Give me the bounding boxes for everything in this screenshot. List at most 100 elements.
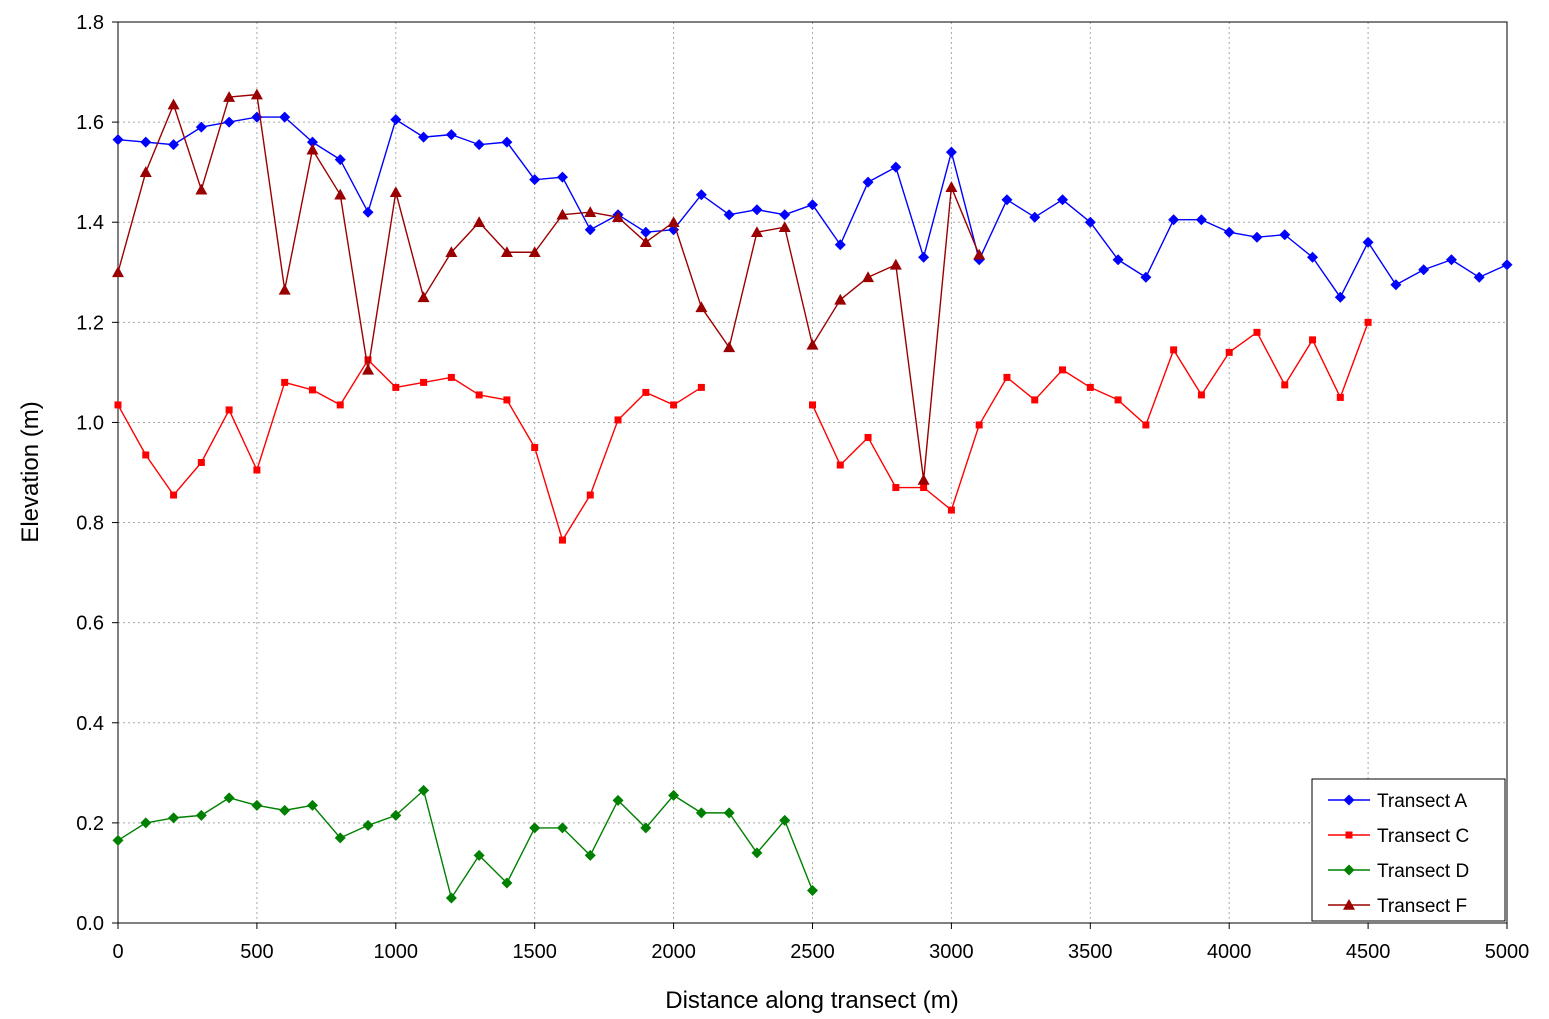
data-point bbox=[892, 484, 900, 492]
data-point bbox=[473, 139, 485, 151]
data-point bbox=[639, 236, 652, 248]
series-1 bbox=[114, 318, 1372, 544]
data-point bbox=[1168, 214, 1180, 226]
data-point bbox=[500, 246, 513, 258]
grid bbox=[118, 22, 1507, 923]
data-point bbox=[195, 121, 207, 133]
data-point bbox=[1253, 328, 1261, 336]
series-3 bbox=[112, 88, 986, 485]
data-point bbox=[862, 271, 875, 283]
data-point bbox=[223, 116, 235, 128]
y-tick-label: 1.6 bbox=[76, 112, 104, 134]
data-point bbox=[195, 183, 208, 195]
series-line bbox=[117, 93, 980, 481]
data-point bbox=[168, 812, 180, 824]
data-point bbox=[197, 458, 205, 466]
data-point bbox=[1029, 211, 1041, 223]
data-point bbox=[1501, 259, 1513, 271]
data-point bbox=[806, 338, 819, 350]
data-point bbox=[362, 819, 374, 831]
data-point bbox=[139, 166, 152, 177]
data-point bbox=[642, 388, 650, 396]
data-point bbox=[778, 221, 791, 233]
data-point bbox=[809, 401, 816, 409]
data-point bbox=[418, 784, 430, 796]
data-point bbox=[140, 136, 152, 148]
data-point bbox=[364, 356, 372, 364]
data-point bbox=[751, 204, 763, 216]
x-tick-label: 0 bbox=[112, 941, 123, 963]
data-point bbox=[1003, 373, 1011, 381]
data-point bbox=[723, 341, 736, 353]
x-tick-label: 5000 bbox=[1485, 941, 1530, 963]
data-point bbox=[612, 794, 624, 806]
legend-marker bbox=[1343, 864, 1355, 876]
data-point bbox=[1084, 216, 1096, 228]
data-point bbox=[556, 208, 569, 220]
legend-box bbox=[1311, 778, 1506, 922]
data-point bbox=[558, 536, 566, 544]
data-point bbox=[1031, 396, 1039, 404]
data-point bbox=[862, 176, 874, 188]
data-point bbox=[834, 239, 846, 251]
data-point bbox=[890, 161, 902, 173]
data-point bbox=[1362, 236, 1374, 248]
x-tick-label: 1500 bbox=[512, 941, 557, 963]
data-point bbox=[975, 421, 983, 429]
data-point bbox=[168, 139, 180, 151]
data-point bbox=[306, 136, 318, 148]
data-point bbox=[334, 154, 346, 166]
x-tick-label: 2000 bbox=[651, 941, 696, 963]
data-point bbox=[918, 251, 930, 263]
data-point bbox=[334, 832, 346, 844]
data-point bbox=[114, 401, 122, 409]
series-line bbox=[117, 789, 814, 899]
x-tick-label: 2500 bbox=[790, 941, 835, 963]
y-axis-title: Elevation (m) bbox=[17, 401, 44, 542]
data-point bbox=[389, 186, 402, 197]
data-point bbox=[584, 849, 596, 861]
data-point bbox=[306, 143, 319, 155]
data-point bbox=[889, 258, 902, 270]
data-point bbox=[112, 834, 124, 846]
data-point bbox=[807, 884, 818, 896]
data-point bbox=[503, 396, 511, 404]
data-point bbox=[779, 209, 791, 221]
data-point bbox=[390, 809, 402, 821]
axis-ticks bbox=[112, 21, 1508, 929]
data-point bbox=[836, 461, 844, 469]
data-point bbox=[140, 817, 152, 829]
legend-marker bbox=[1345, 831, 1353, 839]
data-point bbox=[475, 391, 483, 399]
y-tick-label: 0.8 bbox=[76, 513, 104, 535]
data-point bbox=[751, 847, 763, 859]
data-point bbox=[947, 506, 955, 514]
y-tick-label: 1.2 bbox=[76, 312, 104, 334]
data-point bbox=[1142, 421, 1150, 429]
data-point bbox=[528, 246, 541, 258]
data-point bbox=[334, 188, 347, 200]
data-point bbox=[584, 224, 596, 236]
data-point bbox=[253, 466, 261, 474]
data-point bbox=[667, 216, 680, 228]
data-point bbox=[864, 433, 872, 441]
data-point bbox=[612, 211, 625, 223]
data-point bbox=[695, 807, 707, 819]
x-tick-label: 4000 bbox=[1207, 941, 1252, 963]
legend: Transect A Transect C Transect D Transect … bbox=[1311, 778, 1506, 922]
data-point bbox=[1197, 391, 1205, 399]
x-tick-label: 1000 bbox=[374, 941, 419, 963]
legend-label: Transect C bbox=[1377, 826, 1469, 847]
data-point bbox=[1251, 231, 1263, 243]
data-point bbox=[1195, 214, 1207, 226]
data-point bbox=[251, 799, 263, 811]
legend-marker bbox=[1343, 899, 1355, 910]
data-point bbox=[392, 383, 400, 391]
data-point bbox=[362, 206, 374, 218]
data-point bbox=[142, 451, 150, 459]
data-point bbox=[1059, 366, 1067, 374]
data-point bbox=[695, 301, 708, 313]
data-point bbox=[1086, 383, 1094, 391]
data-point bbox=[584, 206, 597, 218]
